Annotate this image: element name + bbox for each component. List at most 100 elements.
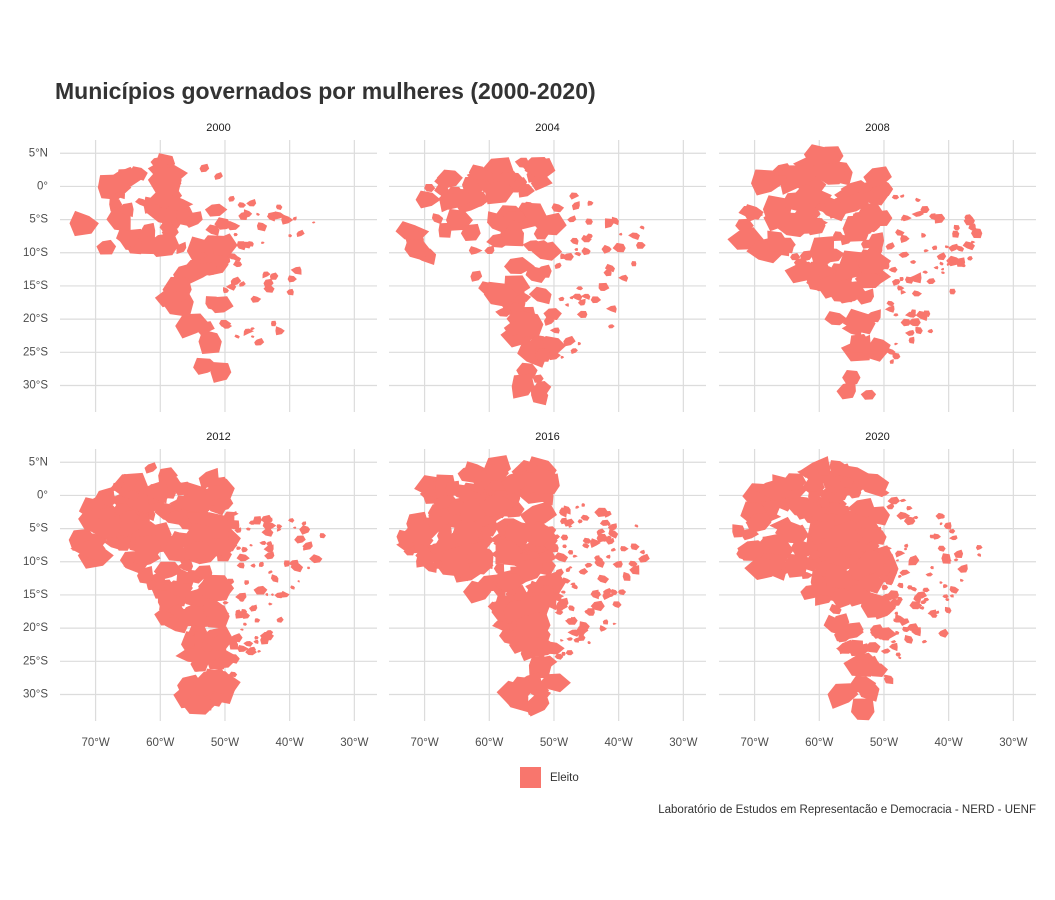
- facet-title: 2012: [206, 431, 230, 443]
- chart-title: Municípios governados por mulheres (2000…: [55, 78, 596, 104]
- municipality: [528, 286, 552, 305]
- municipality: [559, 508, 567, 518]
- municipality: [276, 616, 284, 623]
- municipality: [504, 257, 535, 274]
- x-tick-label: 60°W: [146, 737, 174, 749]
- municipality: [944, 245, 950, 249]
- municipality: [744, 556, 783, 580]
- municipality: [554, 610, 562, 615]
- municipality: [539, 673, 571, 693]
- municipality: [920, 206, 930, 214]
- municipality: [538, 552, 557, 564]
- municipality: [854, 660, 875, 675]
- x-tick-label: 30°W: [669, 737, 697, 749]
- municipality: [263, 278, 274, 288]
- municipality: [889, 642, 898, 652]
- municipality: [524, 158, 556, 179]
- municipality: [897, 285, 905, 291]
- municipality: [922, 587, 930, 593]
- municipality: [601, 244, 612, 254]
- y-tick-label: 25°S: [23, 346, 48, 358]
- municipality: [911, 210, 924, 217]
- municipality: [899, 277, 904, 281]
- y-tick-label: 15°S: [23, 589, 48, 601]
- municipality: [175, 495, 196, 511]
- municipality: [233, 232, 238, 237]
- municipality: [478, 495, 517, 518]
- municipality: [572, 554, 578, 558]
- municipality: [140, 222, 156, 240]
- municipality: [960, 578, 964, 582]
- x-tick-label: 70°W: [740, 737, 768, 749]
- municipality: [276, 528, 282, 532]
- municipality: [268, 602, 273, 606]
- municipality: [523, 201, 535, 212]
- municipality: [826, 279, 858, 303]
- municipality: [271, 320, 277, 327]
- municipality: [254, 636, 259, 640]
- municipality: [577, 342, 581, 346]
- municipality: [581, 234, 592, 243]
- municipality: [200, 516, 229, 542]
- municipality: [883, 563, 888, 567]
- municipality: [945, 598, 950, 602]
- municipality: [165, 617, 181, 630]
- municipality: [460, 223, 481, 241]
- y-tick-label: 5°N: [29, 147, 48, 159]
- municipality: [582, 537, 592, 544]
- municipality: [961, 264, 966, 268]
- y-tick-label: 5°N: [29, 456, 48, 468]
- municipality: [577, 519, 583, 524]
- municipality: [761, 172, 778, 186]
- municipality: [202, 484, 228, 501]
- municipality: [893, 313, 899, 317]
- municipality: [135, 535, 162, 564]
- municipality: [452, 520, 481, 545]
- municipality: [416, 555, 431, 568]
- municipality: [899, 194, 905, 198]
- municipality: [607, 523, 611, 526]
- municipality: [941, 516, 945, 519]
- municipality: [186, 236, 220, 264]
- municipality: [574, 247, 579, 251]
- municipality: [145, 232, 180, 257]
- y-tick-label: 5°S: [29, 214, 48, 226]
- municipality: [597, 574, 610, 584]
- municipality: [226, 220, 241, 231]
- municipality: [927, 609, 937, 618]
- municipality: [237, 202, 247, 208]
- municipality: [573, 637, 580, 643]
- municipality: [929, 534, 934, 539]
- municipality: [608, 529, 619, 539]
- municipality: [205, 296, 219, 311]
- municipality: [415, 190, 441, 209]
- municipality: [122, 556, 136, 567]
- municipality: [175, 313, 212, 339]
- municipality: [240, 612, 250, 619]
- municipality: [250, 295, 262, 303]
- municipality: [253, 639, 259, 644]
- municipality: [138, 480, 169, 504]
- municipality: [292, 216, 297, 221]
- municipality: [239, 281, 246, 287]
- municipality: [233, 260, 243, 268]
- municipality: [610, 547, 617, 552]
- municipality: [811, 574, 826, 584]
- x-tick-label: 50°W: [540, 737, 568, 749]
- municipality: [603, 269, 612, 277]
- municipality: [283, 560, 290, 567]
- municipality: [900, 234, 910, 243]
- municipality: [612, 601, 622, 608]
- municipality: [519, 595, 542, 617]
- municipality: [956, 245, 965, 252]
- municipality: [827, 683, 859, 709]
- municipality: [168, 291, 188, 303]
- municipality: [612, 622, 617, 626]
- municipality: [606, 537, 615, 545]
- municipality: [906, 506, 913, 511]
- municipality: [941, 271, 946, 274]
- municipality: [558, 296, 565, 302]
- municipality: [309, 554, 323, 564]
- municipality: [952, 230, 960, 238]
- municipality: [779, 165, 815, 195]
